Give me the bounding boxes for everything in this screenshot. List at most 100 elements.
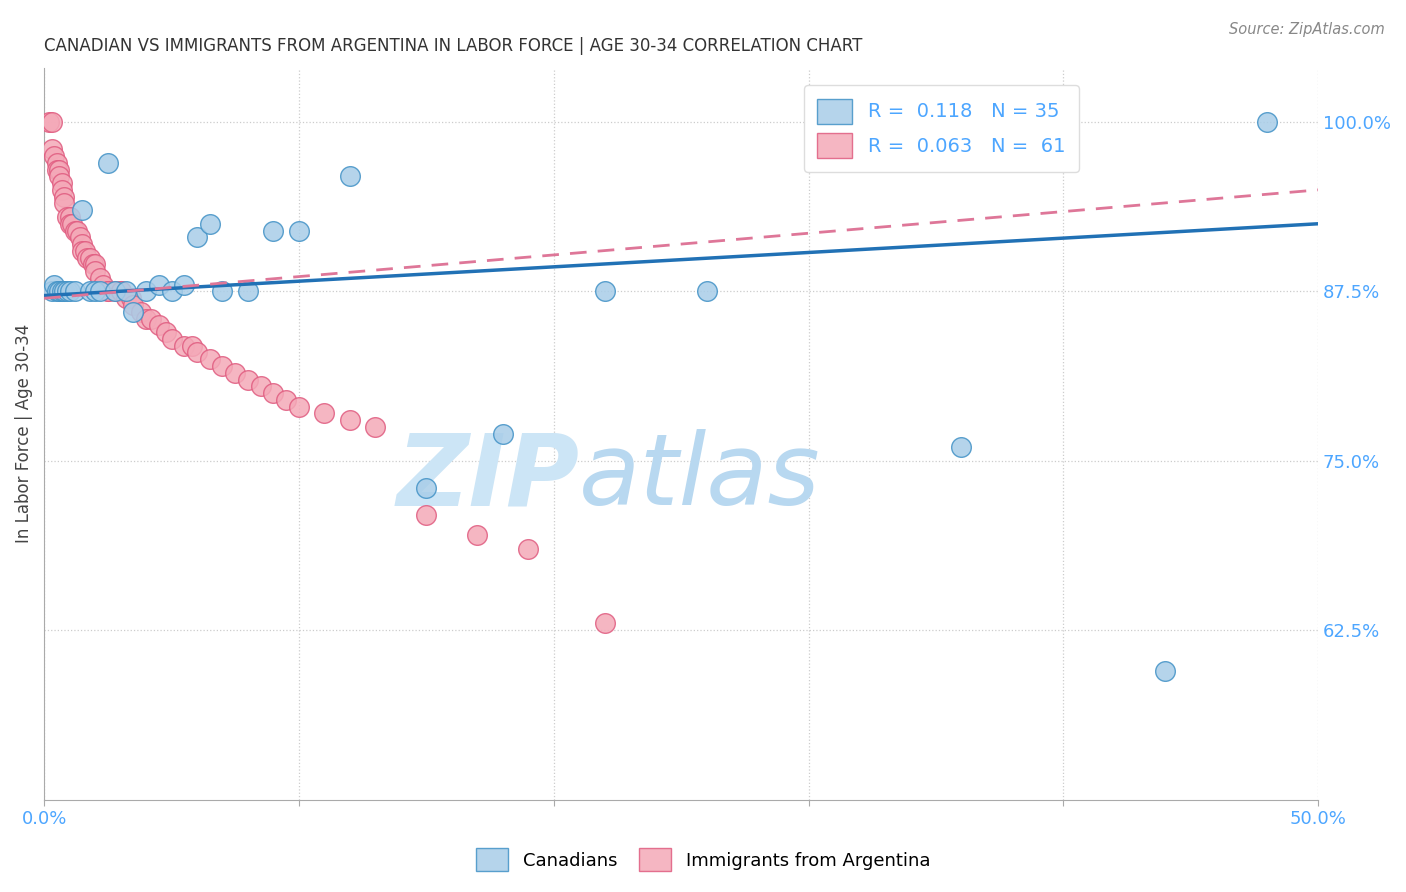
Point bbox=[91, 277, 114, 292]
Point bbox=[236, 285, 259, 299]
Legend: Canadians, Immigrants from Argentina: Canadians, Immigrants from Argentina bbox=[468, 841, 938, 879]
Point bbox=[58, 217, 80, 231]
Point bbox=[63, 285, 86, 299]
Point bbox=[288, 400, 311, 414]
Point bbox=[72, 244, 94, 258]
Text: Source: ZipAtlas.com: Source: ZipAtlas.com bbox=[1229, 22, 1385, 37]
Point bbox=[60, 217, 83, 231]
Point bbox=[69, 230, 91, 244]
Text: CANADIAN VS IMMIGRANTS FROM ARGENTINA IN LABOR FORCE | AGE 30-34 CORRELATION CHA: CANADIAN VS IMMIGRANTS FROM ARGENTINA IN… bbox=[44, 37, 862, 55]
Point bbox=[51, 183, 73, 197]
Point bbox=[97, 285, 120, 299]
Point bbox=[186, 230, 208, 244]
Point bbox=[56, 210, 79, 224]
Point bbox=[104, 285, 127, 299]
Text: ZIP: ZIP bbox=[396, 429, 579, 526]
Point bbox=[53, 285, 76, 299]
Point bbox=[79, 251, 101, 265]
Point bbox=[224, 366, 246, 380]
Point bbox=[63, 223, 86, 237]
Point bbox=[58, 210, 80, 224]
Point bbox=[415, 508, 437, 522]
Point bbox=[135, 311, 157, 326]
Point bbox=[415, 481, 437, 495]
Point bbox=[517, 541, 540, 556]
Point bbox=[48, 285, 70, 299]
Point bbox=[97, 285, 120, 299]
Point bbox=[114, 285, 136, 299]
Point bbox=[89, 271, 111, 285]
Point bbox=[1256, 115, 1278, 129]
Point bbox=[45, 162, 67, 177]
Point bbox=[135, 285, 157, 299]
Point bbox=[41, 142, 63, 156]
Legend: R =  0.118   N = 35, R =  0.063   N =  61: R = 0.118 N = 35, R = 0.063 N = 61 bbox=[804, 85, 1078, 172]
Point bbox=[160, 285, 183, 299]
Point bbox=[262, 386, 284, 401]
Point bbox=[339, 169, 361, 184]
Point bbox=[198, 352, 221, 367]
Point bbox=[97, 156, 120, 170]
Point bbox=[288, 223, 311, 237]
Point bbox=[180, 339, 202, 353]
Point bbox=[249, 379, 271, 393]
Point bbox=[73, 244, 96, 258]
Point bbox=[120, 291, 142, 305]
Point bbox=[58, 285, 80, 299]
Point bbox=[139, 311, 162, 326]
Point bbox=[173, 277, 195, 292]
Point bbox=[51, 285, 73, 299]
Point bbox=[1154, 664, 1177, 678]
Point bbox=[84, 264, 107, 278]
Point bbox=[155, 325, 177, 339]
Point bbox=[696, 285, 718, 299]
Point bbox=[236, 373, 259, 387]
Point bbox=[44, 277, 66, 292]
Point bbox=[44, 149, 66, 163]
Point bbox=[41, 285, 63, 299]
Point bbox=[129, 305, 152, 319]
Point bbox=[89, 285, 111, 299]
Point bbox=[48, 169, 70, 184]
Point bbox=[339, 413, 361, 427]
Point bbox=[148, 277, 170, 292]
Point bbox=[160, 332, 183, 346]
Point bbox=[148, 318, 170, 333]
Point bbox=[122, 298, 145, 312]
Point bbox=[45, 156, 67, 170]
Point bbox=[48, 162, 70, 177]
Point bbox=[593, 616, 616, 631]
Point bbox=[38, 115, 60, 129]
Y-axis label: In Labor Force | Age 30-34: In Labor Force | Age 30-34 bbox=[15, 324, 32, 543]
Point bbox=[84, 285, 107, 299]
Point bbox=[173, 339, 195, 353]
Point bbox=[82, 257, 104, 271]
Point bbox=[72, 203, 94, 218]
Point bbox=[104, 285, 127, 299]
Point bbox=[79, 285, 101, 299]
Point bbox=[593, 285, 616, 299]
Point bbox=[465, 528, 488, 542]
Point bbox=[110, 285, 132, 299]
Point bbox=[262, 223, 284, 237]
Point bbox=[198, 217, 221, 231]
Point bbox=[211, 359, 233, 373]
Point bbox=[72, 237, 94, 252]
Point bbox=[186, 345, 208, 359]
Point bbox=[114, 291, 136, 305]
Point bbox=[110, 285, 132, 299]
Point bbox=[211, 285, 233, 299]
Point bbox=[76, 251, 98, 265]
Point bbox=[41, 115, 63, 129]
Point bbox=[84, 257, 107, 271]
Point bbox=[276, 392, 298, 407]
Point bbox=[53, 189, 76, 203]
Point bbox=[364, 420, 387, 434]
Point bbox=[122, 305, 145, 319]
Point bbox=[56, 285, 79, 299]
Point bbox=[51, 176, 73, 190]
Text: atlas: atlas bbox=[579, 429, 821, 526]
Point bbox=[314, 406, 336, 420]
Point bbox=[45, 285, 67, 299]
Point bbox=[66, 223, 89, 237]
